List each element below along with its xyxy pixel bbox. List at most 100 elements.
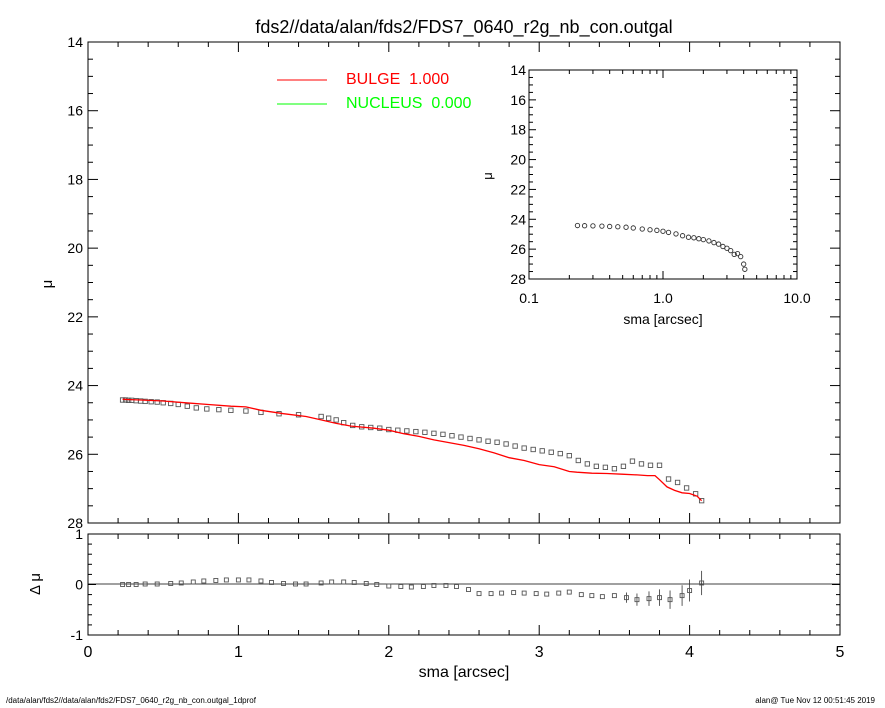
residual-point xyxy=(374,582,380,587)
inset-data-point xyxy=(599,223,605,229)
residual-point xyxy=(246,577,252,583)
inset-x-tick-label: 10.0 xyxy=(783,290,810,306)
inset-data-point xyxy=(639,226,645,232)
residual-point xyxy=(168,581,174,586)
data-point xyxy=(422,429,428,435)
residual-axis-ticks xyxy=(87,533,841,636)
residual-point xyxy=(303,581,309,587)
main-series xyxy=(119,397,705,504)
residual-point xyxy=(578,592,584,598)
inset-y-tick-label: 26 xyxy=(510,241,526,257)
data-point xyxy=(521,445,527,451)
data-point xyxy=(228,407,234,413)
inset-x-axis-label: sma [arcsec] xyxy=(623,311,702,327)
data-point xyxy=(467,435,473,442)
residual-point xyxy=(398,584,404,589)
residual-point xyxy=(293,581,299,587)
residual-point xyxy=(667,597,673,603)
residual-point xyxy=(126,582,132,587)
data-point xyxy=(333,417,339,423)
chart-title: fds2//data/alan/fds2/FDS7_0640_r2g_nb_co… xyxy=(255,17,672,38)
residual-point xyxy=(154,581,160,587)
inset-data-point xyxy=(715,241,722,247)
data-point xyxy=(584,461,590,467)
data-point xyxy=(204,406,210,412)
residual-y-tick-labels: 1 0 -1 xyxy=(71,526,84,643)
data-point xyxy=(575,457,581,464)
residual-point xyxy=(213,578,219,583)
residual-point xyxy=(657,595,662,601)
residual-point xyxy=(499,590,505,596)
data-point xyxy=(142,398,148,405)
residual-point xyxy=(223,577,229,583)
data-point xyxy=(193,405,199,411)
data-point xyxy=(593,463,600,469)
inset-data-point xyxy=(647,227,653,233)
residual-point xyxy=(431,583,437,588)
residual-y-tick-label: 0 xyxy=(75,577,83,593)
residual-point xyxy=(599,594,605,600)
residual-point xyxy=(178,580,184,586)
inset-series xyxy=(574,222,748,272)
inset-data-point xyxy=(590,223,596,229)
main-axis-ticks xyxy=(87,41,840,524)
main-y-tick-label: 26 xyxy=(67,446,83,462)
main-y-tick-label: 14 xyxy=(67,34,83,50)
inset-y-tick-label: 14 xyxy=(510,62,526,78)
inset-data-point xyxy=(615,224,621,230)
inset-data-point xyxy=(607,223,613,230)
x-axis-label: sma [arcsec] xyxy=(419,664,510,681)
main-y-tick-label: 28 xyxy=(67,515,83,531)
residual-point xyxy=(454,584,459,589)
residual-point xyxy=(443,583,449,588)
inset-data-point xyxy=(691,235,697,241)
bulge-model-line xyxy=(122,398,703,502)
inset-data-point xyxy=(679,233,686,239)
inset-data-point xyxy=(660,228,666,234)
residual-x-tick-label: 1 xyxy=(234,644,243,661)
inset-data-point xyxy=(734,250,741,257)
residual-point xyxy=(318,580,324,586)
inset-y-tick-label: 28 xyxy=(510,271,526,287)
residual-x-tick-labels: 0 1 2 3 4 5 xyxy=(84,644,845,661)
data-point xyxy=(602,464,609,470)
data-point xyxy=(440,431,446,438)
data-point xyxy=(125,397,132,403)
residual-y-tick-label: -1 xyxy=(71,627,84,643)
residual-point xyxy=(235,577,241,583)
residual-point xyxy=(420,584,426,589)
residual-series xyxy=(120,570,705,609)
residual-point xyxy=(634,597,640,603)
inset-data-point xyxy=(738,253,744,260)
residual-point xyxy=(556,590,562,596)
data-point xyxy=(413,428,419,435)
residual-point xyxy=(511,590,517,596)
main-y-tick-label: 24 xyxy=(67,378,83,394)
residual-point xyxy=(408,584,414,590)
inset-x-tick-label: 1.0 xyxy=(653,290,673,306)
inset-y-tick-label: 20 xyxy=(510,152,526,168)
main-y-axis-label: μ xyxy=(39,280,56,289)
inset-data-point xyxy=(700,236,706,243)
data-point xyxy=(638,461,645,467)
main-y-tick-label: 16 xyxy=(67,103,83,119)
residual-point xyxy=(679,593,685,599)
residual-plot-frame xyxy=(87,533,841,636)
data-point xyxy=(184,403,190,409)
residual-point xyxy=(201,578,207,584)
footer-file-path: /data/alan/fds2//data/alan/fds2/FDS7_064… xyxy=(6,696,256,705)
data-point xyxy=(325,415,332,421)
residual-point xyxy=(611,593,617,599)
inset-y-tick-label: 16 xyxy=(510,92,526,108)
residual-y-axis-label: Δ μ xyxy=(27,573,44,595)
residual-x-tick-label: 5 xyxy=(836,644,845,661)
footer-timestamp: alan@ Tue Nov 12 00:51:45 2019 xyxy=(755,696,875,705)
inset-y-tick-labels: 14 16 18 20 22 24 26 28 xyxy=(510,62,526,287)
data-point xyxy=(503,441,509,447)
residual-point xyxy=(341,579,347,585)
data-point xyxy=(476,437,482,443)
main-panel: 14 16 18 20 22 24 26 28 μ BULGE 1.000 NUCLEUS 0… xyxy=(39,34,841,531)
data-point xyxy=(611,466,618,472)
